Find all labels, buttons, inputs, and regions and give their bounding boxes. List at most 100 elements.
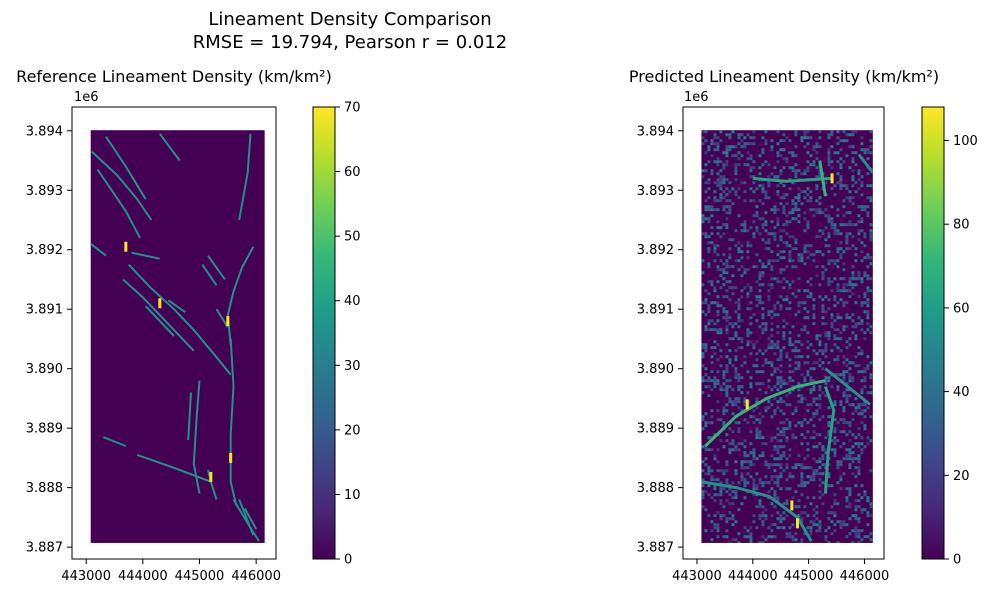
- heatmap-cell: [740, 442, 744, 446]
- heatmap-cell: [860, 175, 864, 179]
- heatmap-cell: [719, 517, 723, 521]
- heatmap-cell: [761, 352, 765, 356]
- heatmap-cell: [812, 322, 816, 326]
- heatmap-cell: [773, 205, 777, 209]
- heatmap-cell: [752, 199, 756, 203]
- heatmap-cell: [713, 457, 717, 461]
- heatmap-cell: [812, 316, 816, 320]
- heatmap-cell: [740, 229, 744, 233]
- heatmap-cell: [767, 238, 771, 242]
- heatmap-cell: [719, 175, 723, 179]
- heatmap-cell: [869, 184, 873, 188]
- heatmap-cell: [728, 502, 732, 506]
- heatmap-cell: [734, 376, 738, 380]
- heatmap-cell: [827, 244, 831, 248]
- heatmap-cell: [710, 475, 714, 479]
- heatmap-cell: [707, 220, 711, 224]
- heatmap-cell: [800, 433, 804, 437]
- heatmap-cell: [842, 418, 846, 422]
- heatmap-cell: [734, 310, 738, 314]
- heatmap-cell: [797, 259, 801, 263]
- colorbar-gradient: [921, 106, 945, 560]
- heatmap-cell: [866, 298, 870, 302]
- heatmap-cell: [719, 268, 723, 272]
- heatmap-cell: [848, 379, 852, 383]
- heatmap-cell: [752, 487, 756, 491]
- heatmap-cell: [722, 253, 726, 257]
- heatmap-cell: [746, 142, 750, 146]
- heatmap-cell: [872, 352, 873, 356]
- heatmap-cell: [749, 475, 753, 479]
- heatmap-cell: [842, 205, 846, 209]
- heatmap-cell: [791, 523, 795, 527]
- heatmap-cell: [767, 313, 771, 317]
- heatmap-cell: [776, 244, 780, 248]
- heatmap-cell: [794, 349, 798, 353]
- heatmap-cell: [851, 361, 855, 365]
- heatmap-cell: [830, 448, 834, 452]
- heatmap-cell: [710, 520, 714, 524]
- heatmap-cell: [845, 187, 849, 191]
- heatmap-cell: [716, 208, 720, 212]
- heatmap-cell: [737, 304, 741, 308]
- heatmap-cell: [710, 478, 714, 482]
- heatmap-cell: [872, 364, 873, 368]
- heatmap-cell: [770, 415, 774, 419]
- heatmap-cell: [764, 322, 768, 326]
- heatmap-cell: [791, 259, 795, 263]
- heatmap-cell: [833, 337, 837, 341]
- heatmap-cell: [863, 256, 867, 260]
- heatmap-cell: [839, 337, 843, 341]
- heatmap-cell: [860, 322, 864, 326]
- heatmap-cell: [764, 460, 768, 464]
- heatmap-cell: [716, 343, 720, 347]
- heatmap-cell: [749, 244, 753, 248]
- heatmap-cell: [806, 220, 810, 224]
- heatmap-cell: [734, 496, 738, 500]
- heatmap-cell: [857, 535, 861, 539]
- heatmap-cell: [716, 184, 720, 188]
- lineament-6: [127, 263, 232, 376]
- heatmap-cell: [869, 469, 873, 473]
- heatmap-cell: [764, 211, 768, 215]
- heatmap-cell: [785, 418, 789, 422]
- heatmap-cell: [794, 406, 798, 410]
- heatmap-cell: [725, 481, 729, 485]
- hotspot-1: [830, 173, 834, 184]
- heatmap-cell: [701, 469, 705, 473]
- heatmap-cell: [866, 496, 870, 500]
- heatmap-cell: [794, 241, 798, 245]
- heatmap-cell: [860, 352, 864, 356]
- heatmap-cell: [803, 130, 807, 134]
- heatmap-cell: [857, 520, 861, 524]
- heatmap-cell: [707, 247, 711, 251]
- heatmap-cell: [824, 379, 828, 383]
- heatmap-cell: [845, 535, 849, 539]
- heatmap-cell: [845, 313, 849, 317]
- heatmap-cell: [839, 463, 843, 467]
- heatmap-cell: [770, 373, 774, 377]
- heatmap-cell: [770, 232, 774, 236]
- heatmap-cell: [872, 163, 873, 167]
- heatmap-cell: [725, 178, 729, 182]
- heatmap-cell: [770, 172, 774, 176]
- heatmap-cell: [764, 391, 768, 395]
- heatmap-cell: [785, 136, 789, 140]
- heatmap-cell: [716, 295, 720, 299]
- heatmap-cell: [857, 499, 861, 503]
- heatmap-cell: [848, 376, 852, 380]
- heatmap-cell: [731, 490, 735, 494]
- heatmap-cell: [821, 352, 825, 356]
- heatmap-cell: [764, 358, 768, 362]
- heatmap-cell: [827, 136, 831, 140]
- heatmap-cell: [725, 187, 729, 191]
- heatmap-cell: [815, 235, 819, 239]
- heatmap-cell: [713, 190, 717, 194]
- heatmap-cell: [731, 286, 735, 290]
- heatmap-cell: [752, 484, 756, 488]
- heatmap-cell: [782, 334, 786, 338]
- heatmap-cell: [701, 376, 705, 380]
- heatmap-cell: [803, 229, 807, 233]
- heatmap-cell: [839, 148, 843, 152]
- heatmap-cell: [749, 430, 753, 434]
